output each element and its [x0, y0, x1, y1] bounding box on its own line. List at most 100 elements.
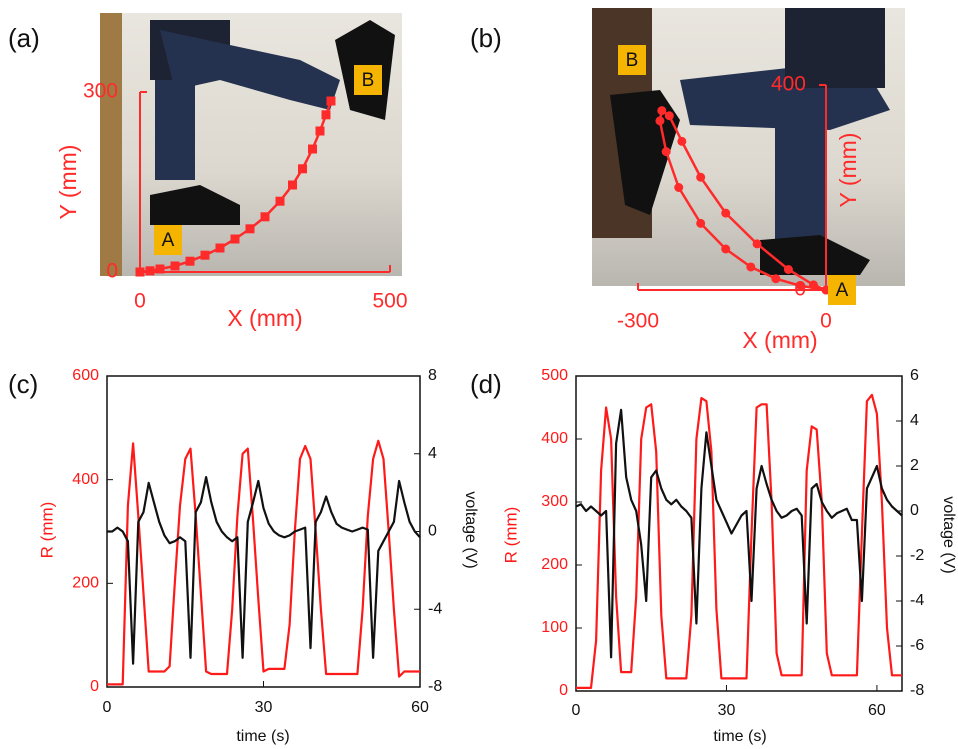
x-tick-label: 0	[572, 702, 581, 719]
trajectory-line	[658, 108, 827, 292]
point	[664, 111, 674, 121]
y-tick-label: 200	[72, 575, 99, 592]
y2-tick-label: -6	[910, 637, 924, 654]
point	[677, 136, 687, 146]
annotation: B	[626, 50, 639, 71]
y-tick-label: 0	[559, 682, 568, 699]
x-axis-label: time (s)	[236, 728, 289, 745]
panel-label: (a)	[8, 23, 40, 53]
y2-tick-label: 6	[910, 367, 919, 384]
y-tick-label: 300	[541, 493, 568, 510]
point	[326, 96, 336, 106]
point	[721, 208, 731, 218]
x-tick-label: 30	[255, 699, 273, 716]
point	[655, 116, 665, 126]
y2-tick-label: 4	[428, 445, 437, 462]
y-tick-label: 100	[541, 619, 568, 636]
panel-label: (c)	[8, 369, 38, 399]
x-tick-label: 0	[820, 310, 832, 333]
y-axis-label: Y (mm)	[835, 133, 861, 208]
point	[288, 180, 297, 190]
point	[696, 218, 706, 228]
x-axis-label: time (s)	[713, 728, 766, 745]
y2-axis-label: voltage (V)	[940, 496, 957, 573]
y2-tick-label: 0	[428, 523, 437, 540]
x-axis-label: X (mm)	[227, 305, 302, 331]
annotation: A	[162, 230, 175, 251]
point	[771, 274, 781, 284]
point	[145, 266, 155, 276]
x-axis-label: X (mm)	[742, 327, 817, 353]
x-tick-label: -300	[617, 310, 659, 333]
y-tick-label: 600	[72, 367, 99, 384]
y-tick-label: 500	[541, 367, 568, 384]
point	[215, 243, 225, 253]
x-tick-label: 500	[372, 290, 407, 313]
x-tick-label: 60	[411, 699, 429, 716]
point	[185, 256, 195, 266]
series-line	[575, 408, 903, 659]
series-line	[107, 476, 421, 665]
y-tick-label: 400	[72, 471, 99, 488]
point	[315, 126, 325, 136]
y2-axis-label: voltage (V)	[462, 491, 479, 568]
point	[808, 280, 818, 290]
y2-tick-label: -2	[910, 547, 924, 564]
y2-tick-label: -4	[910, 592, 924, 609]
point	[245, 224, 255, 234]
annotation-box	[828, 275, 856, 305]
point	[752, 239, 762, 249]
point	[200, 250, 210, 260]
point	[230, 234, 240, 244]
point	[275, 196, 285, 206]
annotation: B	[362, 70, 375, 91]
y-tick-label: 300	[83, 80, 118, 103]
point	[321, 110, 331, 120]
panel-label: (b)	[470, 23, 502, 53]
annotation-box	[154, 225, 182, 255]
x-tick-label: 0	[103, 699, 112, 716]
point	[155, 264, 165, 274]
x-tick-label: 30	[718, 702, 736, 719]
y2-tick-label: 8	[428, 367, 437, 384]
plot-frame	[575, 375, 903, 692]
y2-tick-label: -8	[428, 678, 442, 695]
x-tick-label: 60	[868, 702, 886, 719]
y-tick-label: 200	[541, 556, 568, 573]
y2-tick-label: -8	[910, 682, 924, 699]
point	[721, 244, 731, 254]
panel-label: (d)	[470, 369, 502, 399]
point	[783, 265, 793, 274]
point	[308, 144, 317, 154]
point	[657, 106, 667, 116]
y-axis-label: R (mm)	[501, 507, 520, 564]
series-line	[576, 393, 902, 689]
y-axis-label: Y (mm)	[55, 145, 81, 220]
point	[298, 164, 307, 174]
x-tick-label: 0	[134, 290, 146, 313]
photo-a	[100, 13, 402, 276]
y-tick-label: 0	[106, 260, 118, 283]
y-tick-label: 400	[771, 73, 806, 96]
point	[135, 267, 145, 277]
point	[746, 262, 756, 272]
point	[260, 212, 270, 222]
annotation: A	[836, 280, 849, 301]
annotation-box	[618, 45, 646, 75]
point	[796, 281, 806, 291]
series-line	[107, 439, 420, 686]
y-tick-label: 0	[90, 678, 99, 695]
y2-tick-label: 0	[910, 502, 919, 519]
point	[696, 172, 706, 182]
y2-tick-label: -4	[428, 600, 442, 617]
point	[674, 183, 684, 192]
annotation-box	[354, 65, 382, 95]
point	[661, 147, 671, 157]
y-tick-label: 400	[541, 430, 568, 447]
y2-tick-label: 4	[910, 412, 919, 429]
y2-tick-label: 2	[910, 457, 919, 474]
y-axis-label: R (mm)	[37, 502, 56, 559]
point	[170, 261, 180, 271]
